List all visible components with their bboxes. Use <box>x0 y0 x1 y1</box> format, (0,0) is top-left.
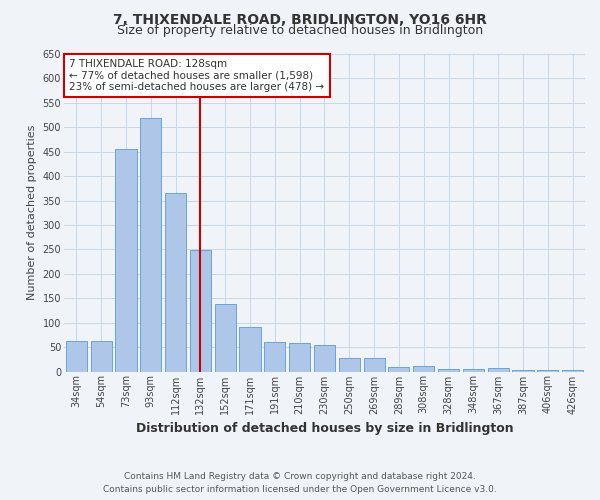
Text: Contains HM Land Registry data © Crown copyright and database right 2024.
Contai: Contains HM Land Registry data © Crown c… <box>103 472 497 494</box>
Bar <box>239 326 260 372</box>
Bar <box>115 150 137 372</box>
Bar <box>190 250 211 372</box>
Bar <box>314 345 335 372</box>
Bar <box>165 193 186 372</box>
Bar <box>215 304 236 372</box>
Bar <box>289 343 310 372</box>
Bar <box>463 369 484 372</box>
Bar <box>388 366 409 372</box>
Bar <box>66 341 87 372</box>
Bar <box>488 368 509 372</box>
Bar <box>140 118 161 372</box>
Bar <box>537 370 559 372</box>
Text: Size of property relative to detached houses in Bridlington: Size of property relative to detached ho… <box>117 24 483 37</box>
Text: 7, THIXENDALE ROAD, BRIDLINGTON, YO16 6HR: 7, THIXENDALE ROAD, BRIDLINGTON, YO16 6H… <box>113 12 487 26</box>
Bar <box>91 340 112 372</box>
X-axis label: Distribution of detached houses by size in Bridlington: Distribution of detached houses by size … <box>136 422 513 435</box>
Text: 7 THIXENDALE ROAD: 128sqm
← 77% of detached houses are smaller (1,598)
23% of se: 7 THIXENDALE ROAD: 128sqm ← 77% of detac… <box>69 59 324 92</box>
Bar <box>438 369 459 372</box>
Y-axis label: Number of detached properties: Number of detached properties <box>27 125 37 300</box>
Bar <box>364 358 385 372</box>
Bar <box>413 366 434 372</box>
Bar <box>265 342 286 372</box>
Bar <box>512 370 533 372</box>
Bar <box>562 370 583 372</box>
Bar <box>339 358 360 372</box>
